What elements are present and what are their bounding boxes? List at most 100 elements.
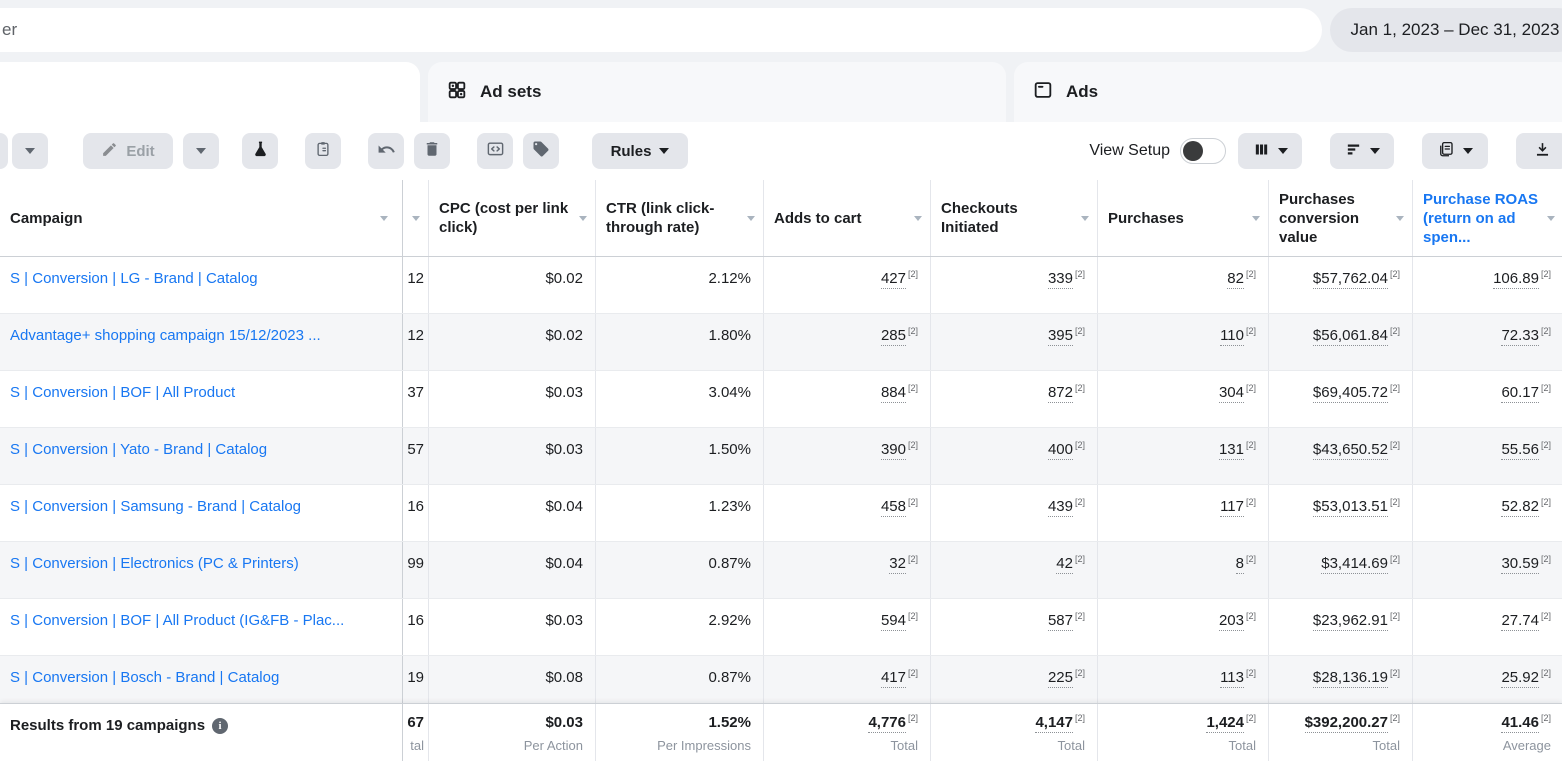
ctr-cell: 1.50% xyxy=(596,428,764,484)
download-icon xyxy=(1533,140,1552,163)
adds-to-cart-cell: 594 [2] xyxy=(764,599,931,655)
edit-button[interactable]: Edit xyxy=(83,133,173,169)
preview-button[interactable] xyxy=(477,133,513,169)
table-row[interactable]: S | Conversion | Samsung - Brand | Catal… xyxy=(0,485,1562,542)
table-row[interactable]: S | Conversion | BOF | All Product (IG&F… xyxy=(0,599,1562,656)
column-header-cpc[interactable]: CPC (cost per link click) xyxy=(429,180,596,256)
adds-to-cart-cell: 427 [2] xyxy=(764,257,931,313)
campaign-link[interactable]: S | Conversion | Bosch - Brand | Catalog xyxy=(10,669,280,686)
conversion-value-cell: $23,962.91 [2] xyxy=(1269,599,1413,655)
column-header-campaign[interactable]: Campaign xyxy=(0,180,403,256)
export-button[interactable] xyxy=(1516,133,1562,169)
sort-caret-icon xyxy=(1547,216,1555,221)
view-setup-toggle[interactable] xyxy=(1180,138,1226,164)
pin-clipboard-button[interactable] xyxy=(305,133,341,169)
sort-caret-icon xyxy=(914,216,922,221)
info-icon[interactable]: i xyxy=(212,717,229,734)
checkouts-initiated-cell: 872 [2] xyxy=(931,371,1098,427)
flask-icon xyxy=(251,140,270,163)
chevron-down-icon xyxy=(25,148,35,154)
sort-caret-icon xyxy=(380,216,388,221)
campaign-cell: S | Conversion | BOF | All Product xyxy=(0,371,403,427)
column-header-adds-to-cart[interactable]: Adds to cart xyxy=(764,180,931,256)
campaign-link[interactable]: S | Conversion | LG - Brand | Catalog xyxy=(10,270,258,287)
sort-caret-icon xyxy=(412,216,420,221)
toolbar-right: View Setup xyxy=(1089,133,1562,169)
ctr-cell: 1.80% xyxy=(596,314,764,370)
edit-dropdown-button[interactable] xyxy=(183,133,219,169)
chevron-down-icon xyxy=(1463,148,1473,154)
breakdown-button[interactable] xyxy=(1330,133,1394,169)
delete-button[interactable] xyxy=(414,133,450,169)
campaign-link[interactable]: S | Conversion | Yato - Brand | Catalog xyxy=(10,441,268,458)
search-filter-bar[interactable]: er xyxy=(0,8,1322,52)
footer-roas: 41.46 [2] Average xyxy=(1501,713,1551,753)
adds-to-cart-cell: 285 [2] xyxy=(764,314,931,370)
chevron-down-icon xyxy=(1369,148,1380,154)
conversion-value-cell: $43,650.52 [2] xyxy=(1269,428,1413,484)
table-row[interactable]: S | Conversion | LG - Brand | Catalog 12… xyxy=(0,257,1562,314)
campaign-cell: Advantage+ shopping campaign 15/12/2023 … xyxy=(0,314,403,370)
rules-button[interactable]: Rules xyxy=(592,133,688,169)
ctr-cell: 2.92% xyxy=(596,599,764,655)
tab-ad-sets-label: Ad sets xyxy=(480,82,542,101)
tag-button[interactable] xyxy=(523,133,559,169)
column-header-purchase-roas[interactable]: Purchase ROAS (return on ad spen... xyxy=(1413,180,1562,256)
campaign-link[interactable]: S | Conversion | Electronics (PC & Print… xyxy=(10,555,299,572)
table-header: Campaign CPC (cost per link click) CTR (… xyxy=(0,180,1562,257)
footer-ctr: 1.52% Per Impressions xyxy=(596,704,764,761)
sort-caret-icon xyxy=(747,216,755,221)
campaign-cell: S | Conversion | Yato - Brand | Catalog xyxy=(0,428,403,484)
checkouts-initiated-cell: 339 [2] xyxy=(931,257,1098,313)
tab-ad-sets[interactable]: Ad sets xyxy=(428,62,1006,122)
date-range-button[interactable]: Jan 1, 2023 – Dec 31, 2023 xyxy=(1330,8,1562,52)
campaign-link[interactable]: Advantage+ shopping campaign 15/12/2023 … xyxy=(10,327,321,344)
campaign-cell: S | Conversion | Bosch - Brand | Catalog xyxy=(0,656,403,703)
table-row[interactable]: Advantage+ shopping campaign 15/12/2023 … xyxy=(0,314,1562,371)
campaign-link[interactable]: S | Conversion | BOF | All Product (IG&F… xyxy=(10,612,345,629)
column-header-purchases-conversion-value[interactable]: Purchases conversion value xyxy=(1269,180,1413,256)
tab-campaigns[interactable] xyxy=(0,62,420,122)
date-range-label: Jan 1, 2023 – Dec 31, 2023 xyxy=(1350,20,1560,39)
table-row[interactable]: S | Conversion | Yato - Brand | Catalog … xyxy=(0,428,1562,485)
campaign-link[interactable]: S | Conversion | BOF | All Product xyxy=(10,384,236,401)
purchases-cell: 113 [2] xyxy=(1098,656,1269,703)
ab-test-button[interactable] xyxy=(242,133,278,169)
view-setup-label: View Setup xyxy=(1089,142,1170,159)
roas-cell: 25.92 [2] xyxy=(1501,668,1551,688)
purchases-cell: 117 [2] xyxy=(1098,485,1269,541)
cpc-cell: $0.03 xyxy=(429,428,596,484)
campaign-cell: S | Conversion | Samsung - Brand | Catal… xyxy=(0,485,403,541)
duplicate-button-clipped[interactable] xyxy=(0,133,8,169)
columns-icon xyxy=(1253,141,1270,162)
clipped-cell: 12 xyxy=(403,257,429,313)
column-header-ctr[interactable]: CTR (link click-through rate) xyxy=(596,180,764,256)
table-row[interactable]: S | Conversion | BOF | All Product 37 $0… xyxy=(0,371,1562,428)
columns-button[interactable] xyxy=(1238,133,1302,169)
clipped-cell: 19 xyxy=(403,656,429,703)
ads-icon xyxy=(1032,79,1054,106)
clipboard-icon xyxy=(314,140,332,162)
roas-cell: 27.74 [2] xyxy=(1501,611,1551,631)
cpc-cell: $0.04 xyxy=(429,485,596,541)
table-row[interactable]: S | Conversion | Electronics (PC & Print… xyxy=(0,542,1562,599)
ctr-cell: 0.87% xyxy=(596,542,764,598)
roas-cell: 55.56 [2] xyxy=(1501,440,1551,460)
sort-caret-icon xyxy=(1252,216,1260,221)
checkouts-initiated-cell: 42 [2] xyxy=(931,542,1098,598)
reports-button[interactable] xyxy=(1422,133,1488,169)
table-row[interactable]: S | Conversion | Bosch - Brand | Catalog… xyxy=(0,656,1562,703)
duplicate-dropdown-button[interactable] xyxy=(12,133,48,169)
campaign-link[interactable]: S | Conversion | Samsung - Brand | Catal… xyxy=(10,498,301,515)
purchases-cell: 304 [2] xyxy=(1098,371,1269,427)
tab-ads[interactable]: Ads xyxy=(1014,62,1562,122)
sort-caret-icon xyxy=(579,216,587,221)
column-header-purchases[interactable]: Purchases xyxy=(1098,180,1269,256)
undo-button[interactable] xyxy=(368,133,404,169)
column-header-checkouts-initiated[interactable]: Checkouts Initiated xyxy=(931,180,1098,256)
cpc-cell: $0.04 xyxy=(429,542,596,598)
column-header-clipped[interactable] xyxy=(403,180,429,256)
clipped-cell: 99 xyxy=(403,542,429,598)
pencil-icon xyxy=(101,141,118,162)
campaign-cell: S | Conversion | Electronics (PC & Print… xyxy=(0,542,403,598)
